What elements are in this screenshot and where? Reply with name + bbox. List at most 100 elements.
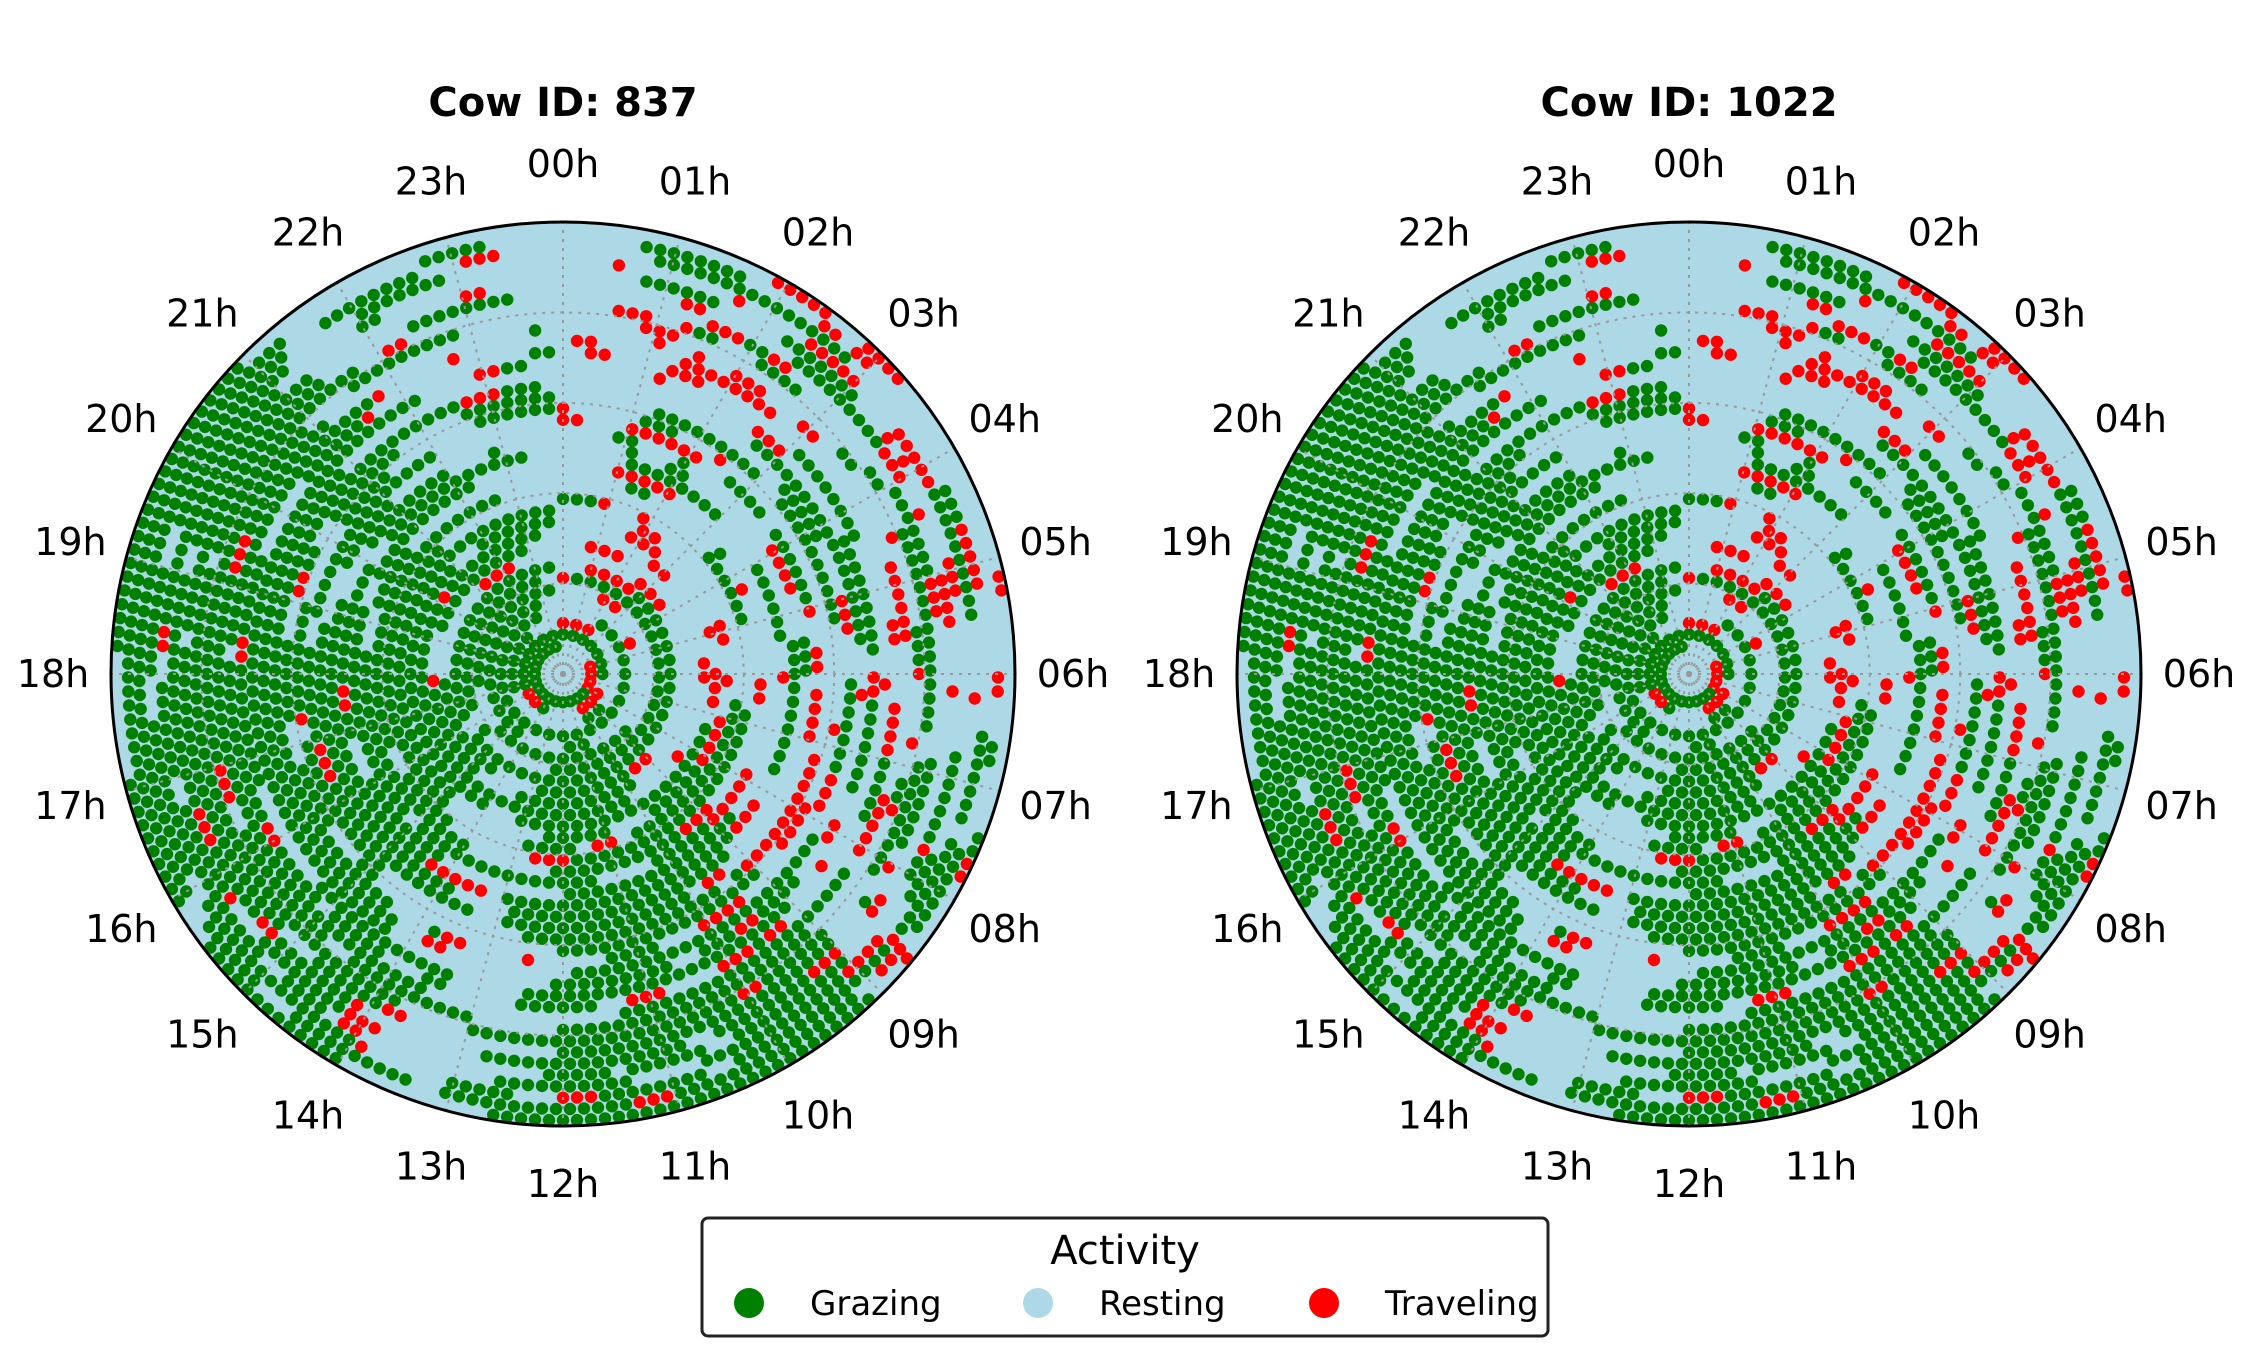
activity-point: [1327, 653, 1340, 667]
activity-point: [2036, 626, 2049, 639]
activity-point: [431, 545, 445, 558]
activity-point: [1317, 432, 1330, 445]
activity-point: [307, 502, 320, 515]
activity-point: [1968, 706, 1981, 719]
activity-point: [211, 931, 224, 945]
activity-point: [944, 497, 958, 510]
grid-spoke: [562, 673, 681, 1111]
activity-point: [1485, 963, 1498, 977]
activity-point: [774, 920, 787, 933]
activity-point: [1599, 403, 1613, 416]
activity-point: [319, 316, 332, 330]
activity-point: [360, 506, 373, 519]
activity-point: [207, 598, 221, 611]
activity-point: [1882, 989, 1895, 1002]
activity-point: [1682, 1069, 1696, 1082]
activity-point: [1682, 752, 1696, 765]
activity-point: [944, 527, 957, 540]
activity-point: [322, 835, 335, 848]
activity-point: [506, 614, 519, 627]
activity-point: [1807, 849, 1821, 862]
activity-point: [846, 591, 859, 604]
activity-point: [1689, 1057, 1703, 1071]
activity-point: [1304, 688, 1318, 702]
activity-point: [753, 506, 766, 519]
activity-point: [1893, 366, 1906, 379]
activity-point: [440, 522, 453, 535]
activity-point: [638, 475, 651, 488]
activity-point: [191, 475, 205, 489]
activity-point: [1568, 750, 1581, 763]
activity-point: [920, 564, 934, 577]
activity-point: [1845, 325, 1858, 339]
activity-point: [1672, 629, 1686, 642]
activity-point: [584, 748, 597, 761]
activity-point: [1287, 737, 1301, 750]
activity-point: [952, 847, 966, 861]
activity-point: [1519, 674, 1532, 688]
activity-point: [494, 1075, 507, 1088]
activity-point: [1682, 899, 1696, 912]
activity-point: [713, 715, 726, 729]
activity-point: [854, 632, 867, 646]
activity-point: [1575, 475, 1589, 488]
activity-point: [346, 602, 359, 615]
activity-point: [1355, 730, 1368, 743]
activity-point: [1414, 965, 1427, 979]
activity-point: [1394, 389, 1407, 402]
activity-point: [1883, 1015, 1896, 1028]
activity-point: [736, 962, 749, 975]
activity-point: [1442, 779, 1455, 793]
activity-point: [297, 542, 310, 555]
activity-point: [1599, 368, 1612, 381]
activity-point: [297, 440, 310, 454]
activity-point: [828, 819, 841, 832]
activity-point: [1428, 674, 1442, 688]
activity-point: [515, 544, 528, 558]
activity-point: [147, 845, 160, 858]
activity-point: [2008, 861, 2021, 874]
activity-point: [1774, 803, 1788, 816]
activity-point: [726, 1043, 740, 1057]
activity-point: [1509, 643, 1522, 656]
activity-point: [1345, 942, 1359, 956]
activity-point: [286, 568, 299, 581]
activity-point: [791, 521, 805, 534]
activity-point: [1613, 295, 1626, 309]
activity-point: [163, 510, 176, 523]
activity-point: [289, 1011, 303, 1024]
activity-point: [433, 822, 447, 836]
activity-point: [1642, 742, 1655, 755]
activity-point: [1876, 439, 1889, 452]
activity-point: [819, 481, 832, 494]
activity-point: [1383, 454, 1397, 468]
activity-point: [1364, 851, 1378, 864]
activity-point: [291, 869, 304, 882]
activity-point: [1462, 1042, 1475, 1056]
activity-point: [235, 578, 249, 591]
activity-point: [1359, 924, 1373, 937]
activity-point: [1641, 568, 1655, 581]
activity-point: [570, 751, 584, 764]
hour-tick-label: 18h: [17, 652, 89, 696]
activity-point: [402, 950, 416, 964]
activity-point: [384, 409, 397, 422]
activity-point: [1477, 589, 1490, 602]
activity-point: [1342, 858, 1356, 872]
activity-point: [803, 983, 817, 997]
activity-point: [726, 712, 739, 725]
activity-point: [1517, 559, 1531, 572]
polar-frame: [1235, 220, 2143, 1128]
activity-point: [577, 807, 591, 820]
activity-point: [483, 606, 496, 619]
activity-point: [837, 564, 851, 577]
activity-point: [686, 831, 699, 845]
activity-point: [1354, 502, 1368, 515]
activity-point: [2003, 794, 2016, 807]
activity-point: [768, 762, 781, 776]
activity-point: [924, 757, 937, 771]
activity-point: [158, 523, 171, 536]
activity-point: [1588, 468, 1601, 482]
activity-point: [1551, 765, 1564, 778]
activity-point: [563, 1102, 577, 1116]
